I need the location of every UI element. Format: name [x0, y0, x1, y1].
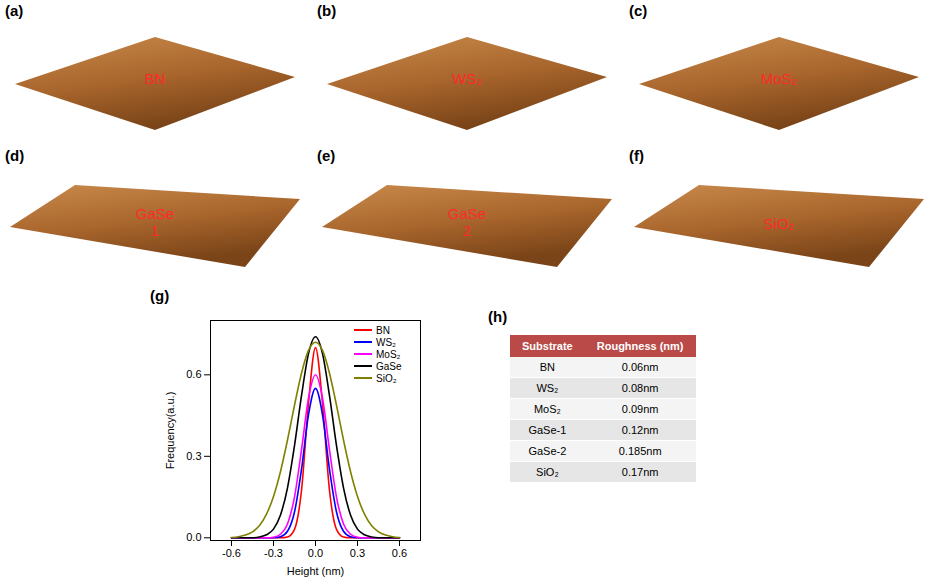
html-text:(a): (a) [5, 2, 24, 19]
html-text:(f): (f) [629, 147, 644, 164]
svg-text:0.3: 0.3 [350, 547, 365, 559]
html-text:0.09nm: 0.09nm [621, 403, 659, 415]
svg-text:0.3: 0.3 [186, 450, 201, 462]
html-text:GaSe-2: GaSe-2 [528, 445, 567, 457]
html-text:(c): (c) [629, 2, 648, 19]
html-text:(b): (b) [317, 2, 337, 19]
svg-text:SiO₂: SiO₂ [764, 215, 795, 232]
svg-text:GaSe2: GaSe2 [448, 205, 486, 239]
svg-text:BN: BN [145, 70, 166, 87]
html-text:GaSe-1: GaSe-1 [528, 424, 567, 436]
svg-text:0.6: 0.6 [186, 368, 201, 380]
html-text:Substrate: Substrate [522, 340, 573, 352]
html-text:(d): (d) [5, 147, 25, 164]
html-text:0.12nm: 0.12nm [621, 424, 659, 436]
html-text:Roughness (nm): Roughness (nm) [596, 340, 684, 352]
svg-text:0.6: 0.6 [392, 547, 407, 559]
html-text:0.185nm: 0.185nm [618, 445, 662, 457]
html-text:0.06nm: 0.06nm [621, 361, 659, 373]
html-text:SiO₂: SiO₂ [536, 466, 559, 478]
html-text:MoS₂: MoS₂ [376, 348, 401, 360]
html-text:SiO₂: SiO₂ [376, 372, 397, 384]
svg-text:-0.6: -0.6 [222, 547, 241, 559]
svg-text:GaSe1: GaSe1 [136, 205, 174, 239]
html-text:BN: BN [376, 324, 390, 336]
html-text:GaSe: GaSe [376, 360, 402, 372]
svg-text:Height (nm): Height (nm) [287, 565, 344, 577]
html-text:(g): (g) [150, 287, 170, 304]
html-text:0.17nm: 0.17nm [621, 466, 659, 478]
html-text:BN: BN [539, 361, 555, 373]
svg-text:WS₂: WS₂ [452, 70, 482, 87]
html-text:(e): (e) [317, 147, 336, 164]
html-text:WS₂: WS₂ [536, 382, 559, 394]
html-text:0.08nm: 0.08nm [621, 382, 659, 394]
svg-text:MoS₂: MoS₂ [761, 70, 798, 87]
svg-text:0.0: 0.0 [186, 531, 201, 543]
html-text:(h): (h) [488, 308, 508, 325]
html-text:MoS₂: MoS₂ [533, 403, 561, 415]
svg-text:-0.3: -0.3 [264, 547, 283, 559]
svg-text:0.0: 0.0 [308, 547, 323, 559]
svg-text:Frequency(a.u.): Frequency(a.u.) [164, 392, 176, 470]
html-text:WS₂: WS₂ [376, 336, 396, 348]
